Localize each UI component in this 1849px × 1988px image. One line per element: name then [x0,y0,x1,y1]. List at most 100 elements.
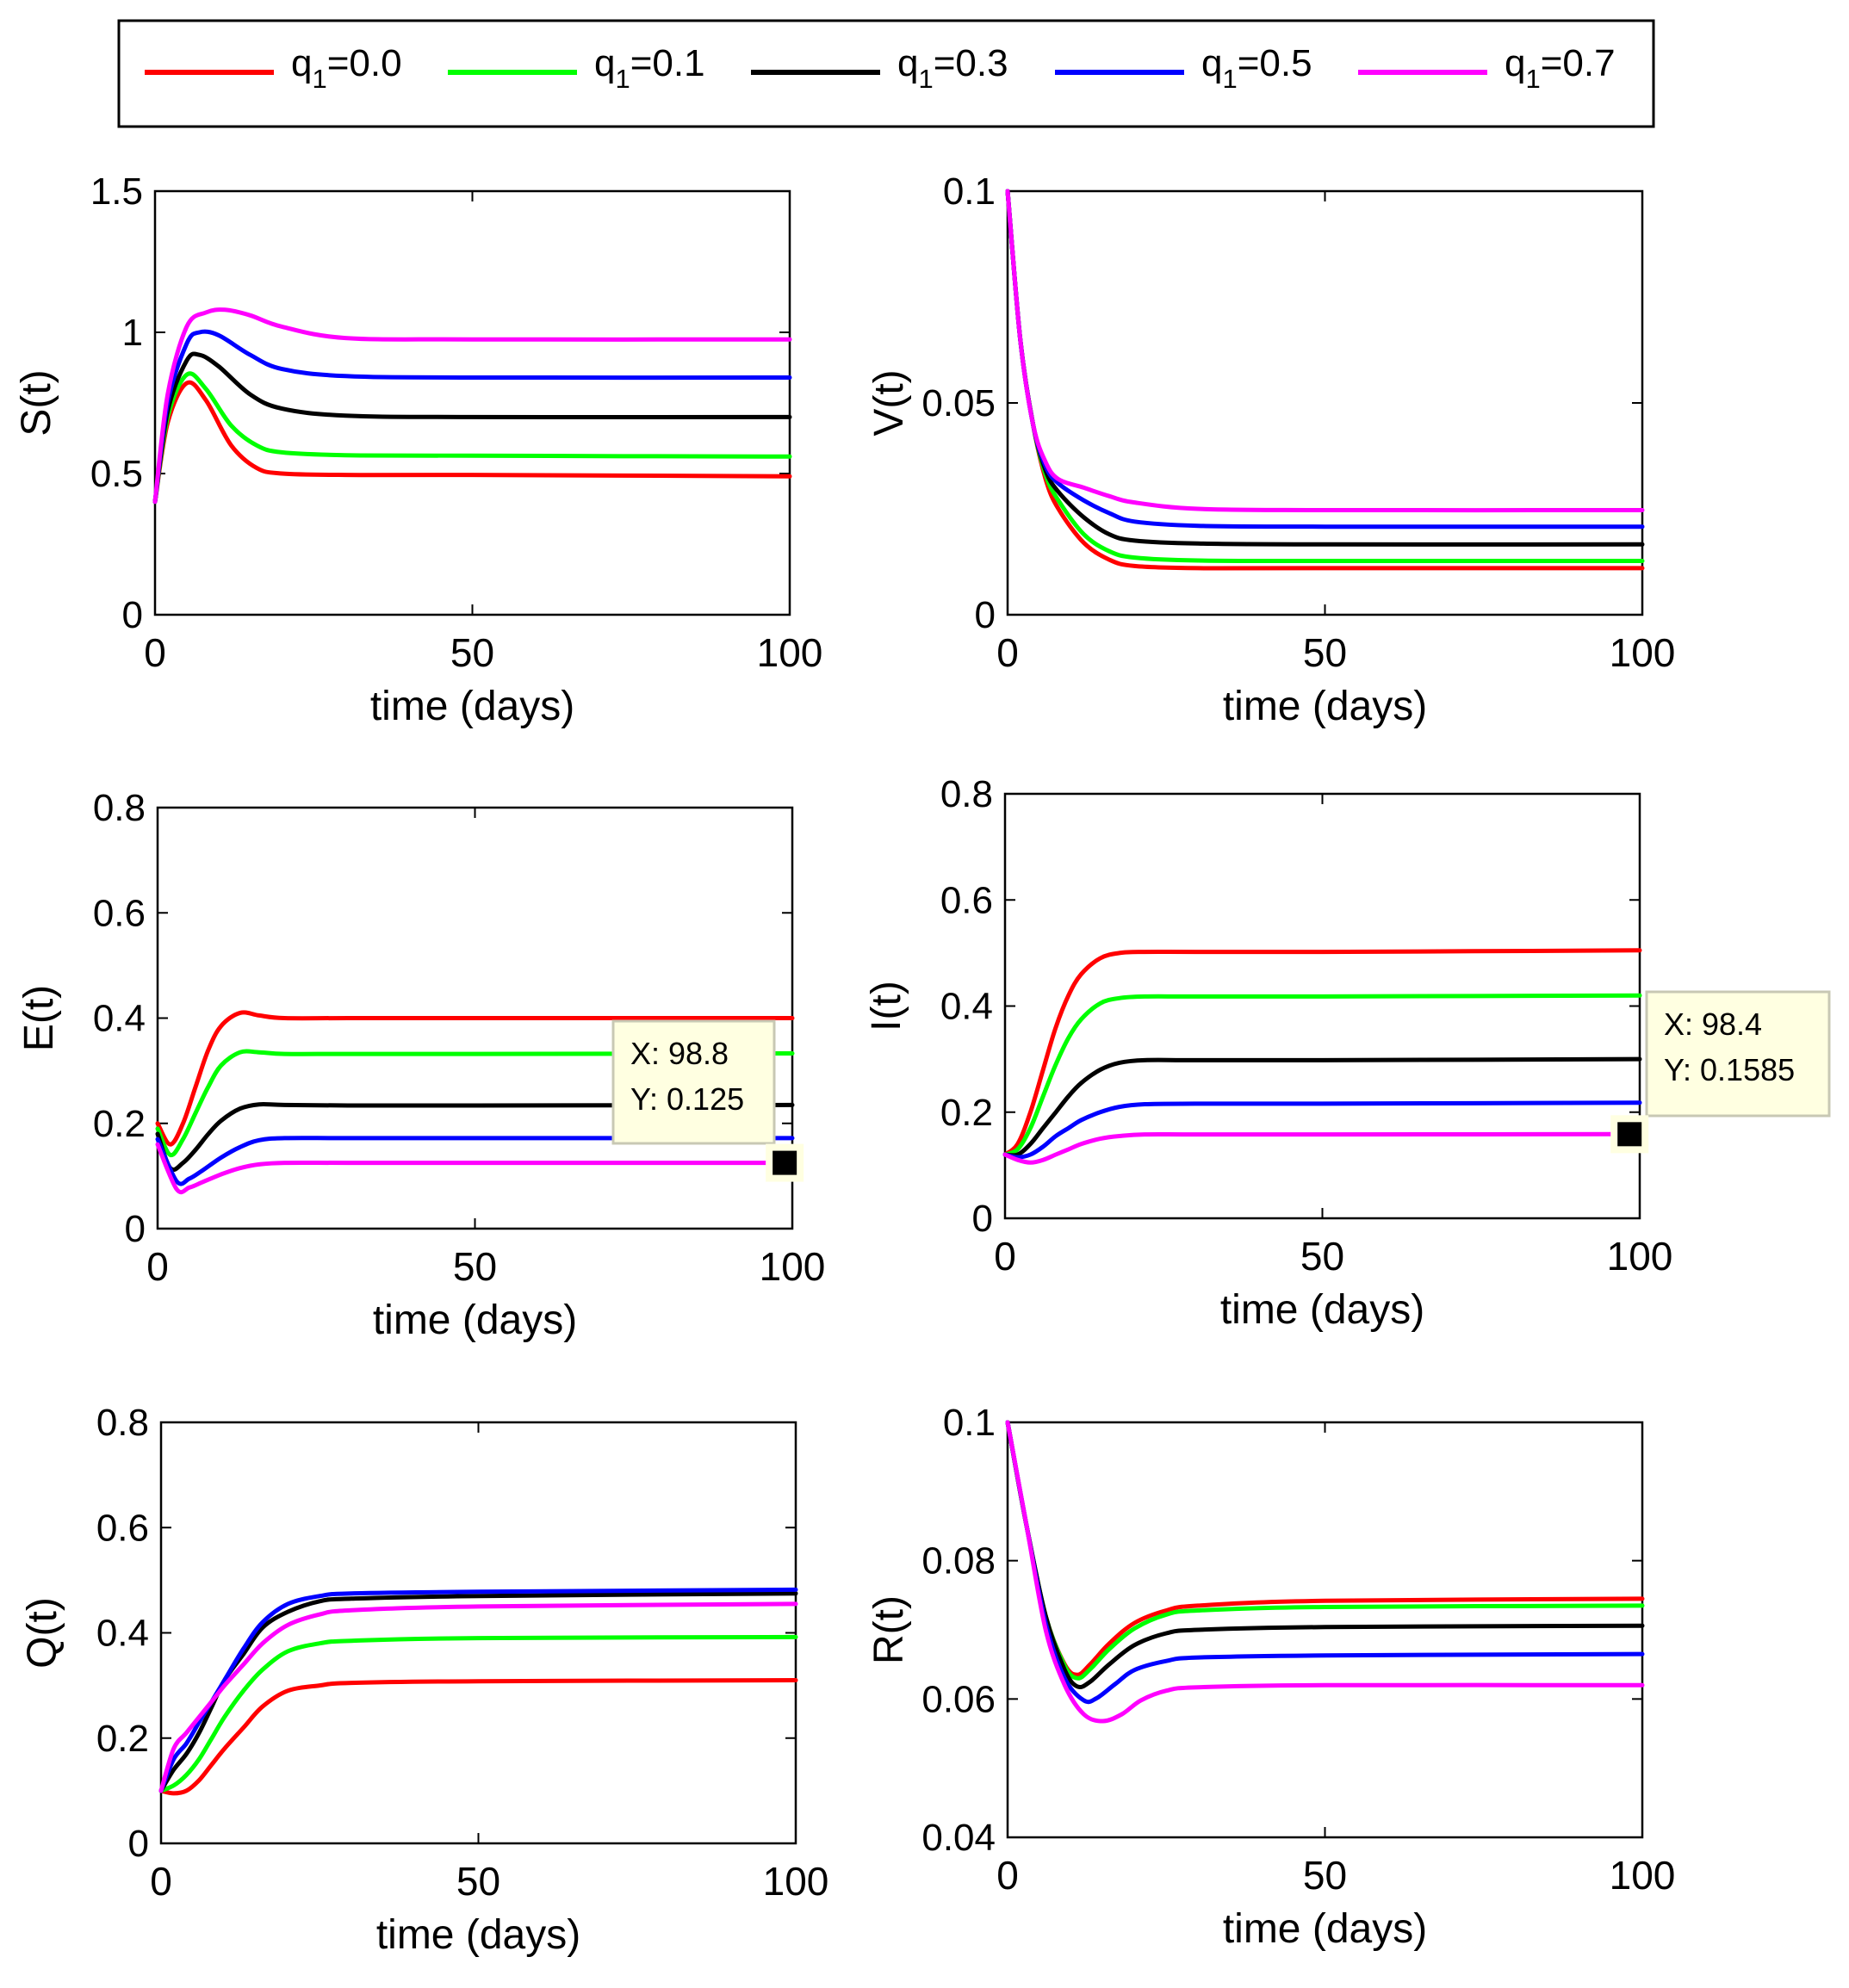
plot-area-i [1003,792,1641,1220]
x-tick-label: 50 [1300,1234,1344,1279]
legend-label-subscript: 1 [918,64,933,94]
datatip-box [611,1019,776,1145]
x-axis-label: time (days) [370,684,574,729]
x-tick-label: 0 [996,630,1019,675]
legend-label-value: =0.0 [327,42,402,84]
legend-label: q1=0.7 [1505,42,1616,94]
panel-r: 0 50 100 0.04 0.06 0.08 0.1 time (days) R(t) [866,1402,1675,1952]
legend: q1=0.0 q1=0.1 q1=0.3 q1=0.5 q1=0.7 [117,19,1655,128]
y-tick-label: 1 [122,312,143,354]
plot-area-v [1006,189,1644,616]
y-tick-label: 0 [128,1823,149,1865]
y-tick-label: 0.2 [93,1103,146,1145]
datatip-e[interactable]: X: 98.8 Y: 0.125 [611,1019,804,1182]
x-tick-label: 0 [144,630,166,675]
datatip-y-text: Y: 0.125 [630,1081,744,1117]
y-tick-label: 0.06 [921,1678,996,1720]
series-line-s [152,329,792,505]
y-tick-label: 0.8 [96,1402,149,1444]
series-line-i [1002,1100,1642,1160]
legend-label: q1=0.3 [897,42,1008,94]
x-axis-label: time (days) [1223,684,1427,729]
x-tick-label: 0 [146,1244,169,1289]
legend-label-value: =0.5 [1238,42,1312,84]
datatip-i[interactable]: X: 98.4 Y: 0.1585 [1610,990,1831,1154]
panel-v: 0 50 100 0 0.05 0.1 time (days) V(t) [866,170,1675,729]
y-tick-label: 0 [972,1198,993,1240]
series-line-e [155,1010,795,1147]
series-line-i [1002,1131,1642,1165]
y-tick-label: 0.05 [921,382,996,424]
legend-entry: q1=0.1 [448,42,705,94]
y-tick-label: 0.04 [921,1817,996,1859]
y-tick-label: 0.4 [96,1613,149,1655]
y-tick-label: 0 [975,594,996,636]
panel-s: 0 50 100 0 0.5 1 1.5 time (days) S(t) [14,170,822,729]
legend-label: q1=0.1 [594,42,705,94]
y-tick-label: 0 [125,1208,146,1250]
series-line-s [152,371,792,505]
legend-label-base: q [1201,42,1222,84]
x-tick-label: 0 [150,1859,172,1904]
legend-label: q1=0.5 [1201,42,1312,94]
series-line-s [152,351,792,505]
legend-label-value: =0.1 [630,42,705,84]
y-tick-label: 1.5 [90,170,143,213]
legend-label-base: q [1505,42,1525,84]
x-tick-label: 100 [1607,1234,1673,1279]
x-tick-label: 0 [994,1234,1016,1279]
datatip-x-text: X: 98.4 [1664,1006,1762,1042]
legend-entry: q1=0.7 [1358,42,1616,94]
x-tick-label: 50 [450,630,494,675]
series-line-r [1005,1420,1645,1724]
y-tick-label: 0.2 [96,1718,149,1760]
y-axis-label: S(t) [14,369,59,436]
series-line-v [1005,189,1645,513]
datatip-marker[interactable] [1617,1122,1642,1147]
y-tick-label: 0.6 [93,892,146,934]
legend-label-base: q [291,42,312,84]
y-tick-label: 0.6 [96,1507,149,1549]
series-line-q [158,1587,798,1793]
y-tick-label: 0.2 [940,1092,993,1134]
legend-label-subscript: 1 [1525,64,1540,94]
legend-entry: q1=0.3 [751,42,1008,94]
legend-label-subscript: 1 [312,64,326,94]
y-axis-label: V(t) [866,369,912,436]
panel-q: 0 50 100 0 0.2 0.4 0.6 0.8 time (days) Q(t) [20,1402,828,1958]
legend-label-subscript: 1 [615,64,630,94]
y-axis-label: Q(t) [20,1597,65,1669]
x-axis-label: time (days) [373,1297,577,1343]
x-tick-label: 100 [760,1244,826,1289]
series-line-e [155,1136,795,1186]
series-line-q [158,1678,798,1796]
x-tick-label: 50 [1303,630,1347,675]
series-line-e [155,1101,795,1173]
y-tick-label: 0.1 [943,170,996,213]
x-tick-label: 50 [1303,1853,1347,1898]
series-line-q [158,1634,798,1793]
y-tick-label: 0.6 [940,879,993,921]
y-tick-label: 0.1 [943,1402,996,1444]
series-line-e [155,1049,795,1158]
y-tick-label: 0.8 [93,787,146,829]
legend-label-value: =0.7 [1541,42,1616,84]
legend-label-base: q [897,42,918,84]
y-tick-label: 0.08 [921,1540,996,1582]
y-axis-label: R(t) [866,1595,912,1664]
y-axis-label: I(t) [864,981,909,1031]
legend-entry: q1=0.0 [145,42,402,94]
x-axis-label: time (days) [1223,1906,1427,1952]
panel-e: 0 50 100 0 0.2 0.4 0.6 0.8 time (days) E(t) X: 98.… [16,787,825,1343]
series-line-s [152,307,792,505]
x-tick-label: 100 [757,630,823,675]
y-tick-label: 0.5 [90,453,143,495]
y-tick-label: 0.4 [93,998,146,1040]
y-tick-label: 0 [122,594,143,636]
legend-label-base: q [594,42,615,84]
datatip-marker[interactable] [772,1150,797,1175]
x-tick-label: 0 [996,1853,1019,1898]
series-line-i [1002,1056,1642,1158]
series-line-i [1002,993,1642,1157]
x-tick-label: 50 [456,1859,500,1904]
